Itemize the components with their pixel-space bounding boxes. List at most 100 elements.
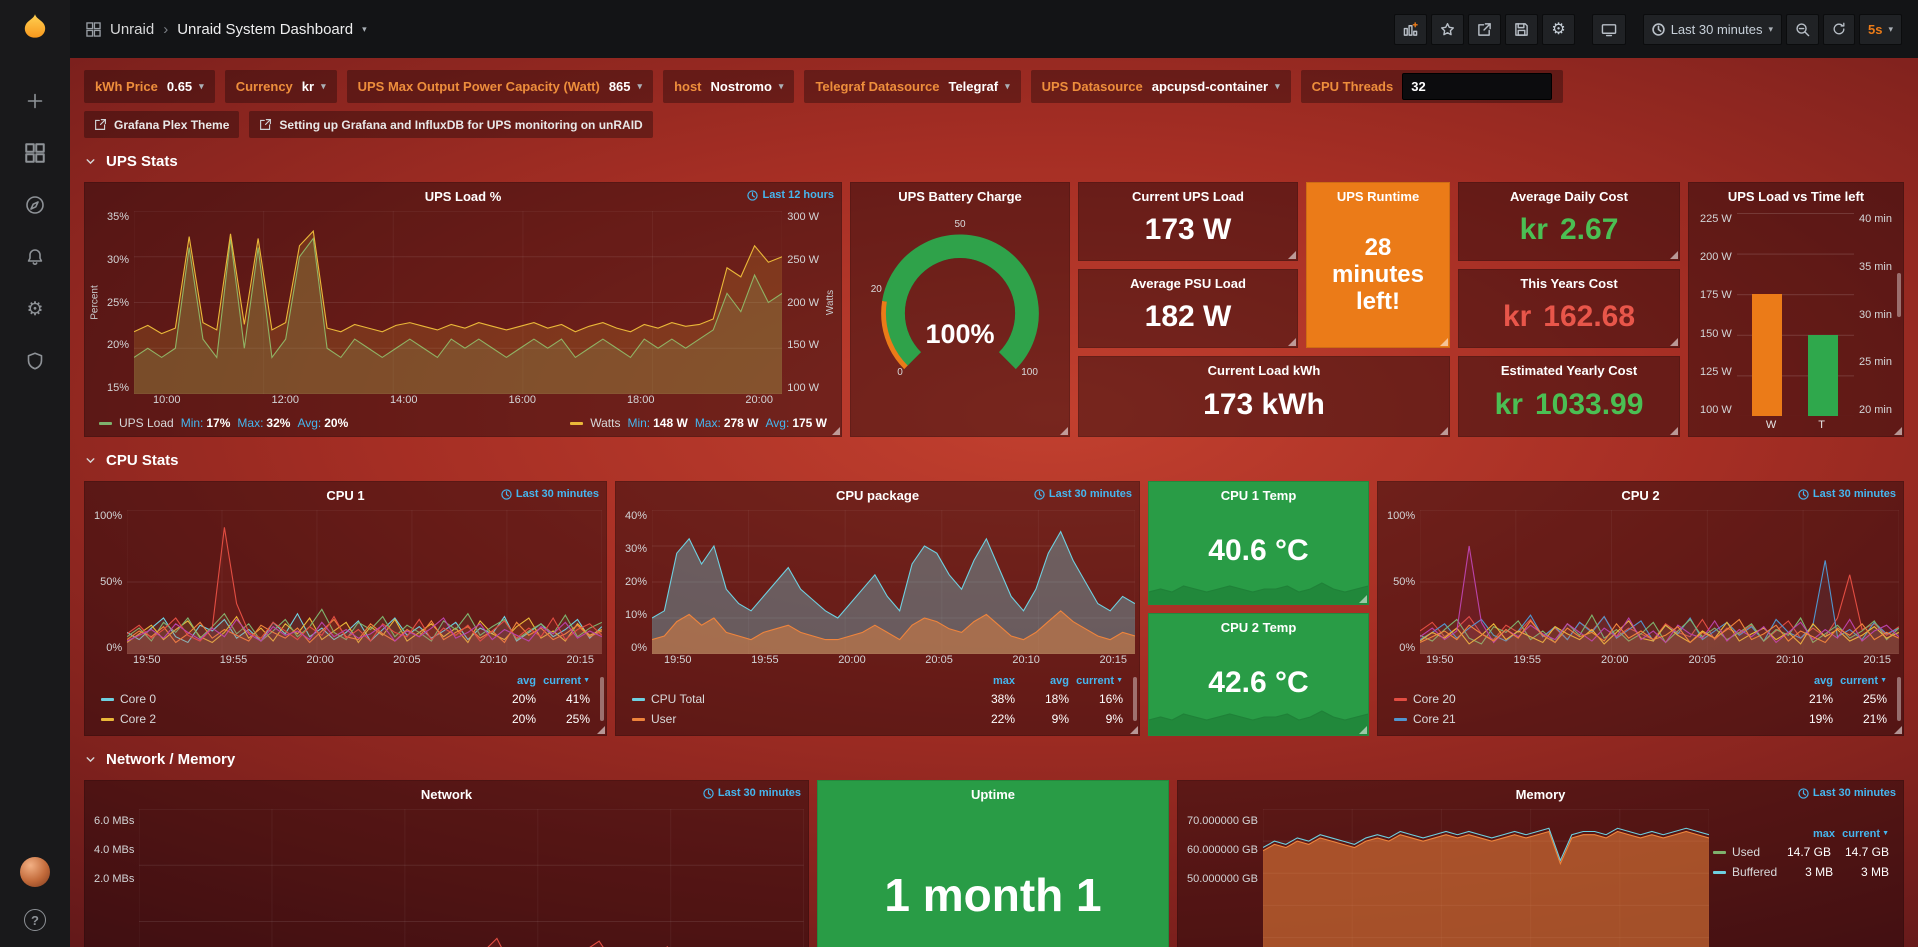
user-avatar[interactable] xyxy=(20,857,50,887)
legend-column-header[interactable]: max xyxy=(992,674,1015,687)
section-ups-stats[interactable]: UPS Stats xyxy=(84,148,1904,174)
star-button[interactable] xyxy=(1431,13,1465,45)
legend-column-header[interactable]: max xyxy=(1812,827,1835,840)
ups-load-chart[interactable] xyxy=(134,211,783,394)
panel-resize-handle[interactable] xyxy=(1359,726,1367,734)
panel-title[interactable]: Average PSU Load xyxy=(1130,276,1246,291)
panel-title[interactable]: Current Load kWh xyxy=(1207,363,1321,378)
create-icon[interactable] xyxy=(24,90,46,112)
cpu2-chart[interactable] xyxy=(1420,510,1899,654)
panel-resize-handle[interactable] xyxy=(1670,251,1678,259)
panel-resize-handle[interactable] xyxy=(1288,251,1296,259)
legend-scrollbar[interactable] xyxy=(1897,677,1901,721)
panel-resize-handle[interactable] xyxy=(1060,427,1068,435)
bar-time-left[interactable] xyxy=(1808,334,1839,416)
panel-resize-handle[interactable] xyxy=(1440,427,1448,435)
series-name[interactable]: Core 20 xyxy=(1413,692,1456,706)
dashboards-icon[interactable] xyxy=(24,142,46,164)
legend-scrollbar[interactable] xyxy=(1133,677,1137,721)
bar-watts[interactable] xyxy=(1752,294,1783,416)
panel-resize-handle[interactable] xyxy=(1670,338,1678,346)
panel-title[interactable]: CPU 2 xyxy=(1621,487,1660,503)
save-button[interactable] xyxy=(1505,13,1539,45)
panel-resize-handle[interactable] xyxy=(1288,338,1296,346)
legend-column-header[interactable]: current ▼ xyxy=(1842,827,1889,840)
server-admin-icon[interactable] xyxy=(24,350,46,372)
panel-title[interactable]: Network xyxy=(420,786,473,802)
series-name[interactable]: Used xyxy=(1732,845,1761,859)
y-axis-left: 40% 30% 20% 10% 0% xyxy=(620,510,652,654)
panel-title[interactable]: CPU 2 Temp xyxy=(1220,619,1297,635)
panel-resize-handle[interactable] xyxy=(1894,726,1902,734)
panel-title[interactable]: Memory xyxy=(1515,786,1566,802)
legend-column-header[interactable]: current ▼ xyxy=(1076,674,1123,687)
panel-resize-handle[interactable] xyxy=(832,427,840,435)
legend-column-header[interactable]: current ▼ xyxy=(1840,674,1887,687)
panel-title[interactable]: CPU 1 xyxy=(326,487,365,503)
variable-value-dropdown[interactable]: Telegraf ▾ xyxy=(948,79,1010,94)
alerting-icon[interactable] xyxy=(24,246,46,268)
series-name[interactable]: Core 21 xyxy=(1413,712,1456,726)
panel-title[interactable]: UPS Load % xyxy=(424,188,502,204)
variable-value-dropdown[interactable]: 865 ▾ xyxy=(608,79,643,94)
refresh-button[interactable] xyxy=(1823,13,1855,45)
panel-title[interactable]: Estimated Yearly Cost xyxy=(1500,363,1638,378)
panel-resize-handle[interactable] xyxy=(1130,726,1138,734)
panel-ups-load-vs-time-left: UPS Load vs Time left 225 W 200 W 175 W 150… xyxy=(1688,182,1904,437)
panel-resize-handle[interactable] xyxy=(597,726,605,734)
breadcrumb[interactable]: Unraid › Unraid System Dashboard ▾ xyxy=(86,21,367,38)
scrollbar[interactable] xyxy=(1897,273,1901,317)
legend-scrollbar[interactable] xyxy=(600,677,604,721)
breadcrumb-folder[interactable]: Unraid xyxy=(110,20,155,38)
panel-resize-handle[interactable] xyxy=(1440,338,1448,346)
tv-mode-button[interactable] xyxy=(1591,13,1626,45)
panel-title[interactable]: UPS Runtime xyxy=(1336,189,1420,204)
cpu-package-chart[interactable] xyxy=(652,510,1135,654)
series-name[interactable]: CPU Total xyxy=(651,692,705,706)
panel-resize-handle[interactable] xyxy=(1670,427,1678,435)
panel-title[interactable]: Average Daily Cost xyxy=(1509,189,1628,204)
panel-title[interactable]: Uptime xyxy=(970,787,1016,802)
configuration-icon[interactable]: ⚙ xyxy=(26,298,44,320)
legend-column-header[interactable]: avg xyxy=(1050,674,1069,687)
panel-title[interactable]: CPU package xyxy=(835,487,920,503)
panel-title[interactable]: This Years Cost xyxy=(1520,276,1618,291)
variable-value-dropdown[interactable]: 0.65 ▾ xyxy=(166,79,204,94)
dashboard-title[interactable]: Unraid System Dashboard xyxy=(177,20,354,38)
panel-title[interactable]: UPS Battery Charge xyxy=(898,188,1022,204)
cpu-threads-input[interactable] xyxy=(1402,73,1553,100)
panel-resize-handle[interactable] xyxy=(1359,594,1367,603)
refresh-interval-picker[interactable]: 5s ▾ xyxy=(1859,13,1902,45)
series-name[interactable]: Core 0 xyxy=(120,692,157,706)
series-name[interactable]: Watts xyxy=(590,416,621,430)
variable-value-dropdown[interactable]: Nostromo ▾ xyxy=(710,79,784,94)
network-chart[interactable] xyxy=(139,809,804,947)
dashboard-settings-button[interactable]: ⚙ xyxy=(1542,13,1575,45)
panel-resize-handle[interactable] xyxy=(1894,427,1902,435)
series-name[interactable]: UPS Load xyxy=(119,416,174,430)
variable-value-dropdown[interactable]: kr ▾ xyxy=(301,79,326,94)
link-grafana-plex-theme[interactable]: Grafana Plex Theme xyxy=(84,111,240,138)
series-name[interactable]: Buffered xyxy=(1732,865,1778,879)
grafana-logo[interactable] xyxy=(0,0,70,60)
section-network-memory[interactable]: Network / Memory xyxy=(84,746,1904,772)
share-button[interactable] xyxy=(1468,13,1502,45)
memory-chart[interactable] xyxy=(1262,809,1709,947)
legend-column-header[interactable]: current ▼ xyxy=(543,674,590,687)
legend-column-header[interactable]: avg xyxy=(1814,674,1833,687)
series-name[interactable]: User xyxy=(651,712,677,726)
panel-title[interactable]: Current UPS Load xyxy=(1132,189,1244,204)
help-icon[interactable]: ? xyxy=(24,909,46,931)
section-cpu-stats[interactable]: CPU Stats xyxy=(84,447,1904,473)
panel-title[interactable]: UPS Load vs Time left xyxy=(1727,188,1865,204)
panel-title[interactable]: CPU 1 Temp xyxy=(1220,488,1297,503)
series-name[interactable]: Core 2 xyxy=(120,712,157,726)
legend-column-header[interactable]: avg xyxy=(517,674,536,687)
zoom-out-button[interactable] xyxy=(1786,13,1819,45)
explore-icon[interactable] xyxy=(24,194,46,216)
time-range-picker[interactable]: Last 30 minutes ▾ xyxy=(1642,13,1782,45)
link-ups-monitoring-guide[interactable]: Setting up Grafana and InfluxDB for UPS … xyxy=(249,111,653,138)
variable-value-dropdown[interactable]: apcupsd-container ▾ xyxy=(1151,79,1280,94)
cpu1-chart[interactable] xyxy=(127,510,602,654)
add-panel-button[interactable] xyxy=(1394,13,1428,45)
